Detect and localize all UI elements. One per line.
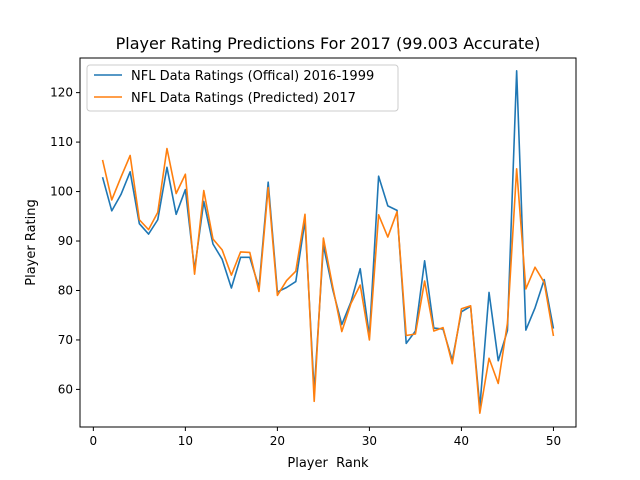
legend-label-predicted: NFL Data Ratings (Predicted) 2017 [131,91,356,106]
x-axis-ticks: 0 10 20 30 40 50 [90,427,561,448]
x-tick-label: 30 [362,434,377,448]
chart-title: Player Rating Predictions For 2017 (99.0… [116,34,541,53]
x-tick-label: 0 [90,434,98,448]
y-tick-label: 120 [50,86,73,100]
legend: NFL Data Ratings (Offical) 2016-1999 NFL… [86,64,399,112]
y-tick-label: 90 [58,234,73,248]
y-tick-label: 110 [50,135,73,149]
plot-lines [101,70,555,414]
plot-area-frame [79,57,577,428]
x-tick-label: 10 [178,434,193,448]
series-line-predicted [101,147,555,414]
y-tick-label: 100 [50,185,73,199]
legend-box [86,64,399,112]
y-tick-label: 60 [58,382,73,396]
y-axis-ticks: 60 70 80 90 100 110 120 [50,86,80,396]
x-axis-label: Player Rank [287,456,369,471]
y-tick-label: 70 [58,333,73,347]
y-axis-label: Player Rating [24,199,39,286]
x-tick-label: 40 [454,434,469,448]
x-tick-label: 20 [270,434,285,448]
x-tick-label: 50 [546,434,561,448]
legend-label-official: NFL Data Ratings (Offical) 2016-1999 [131,69,374,84]
y-tick-label: 80 [58,283,73,297]
